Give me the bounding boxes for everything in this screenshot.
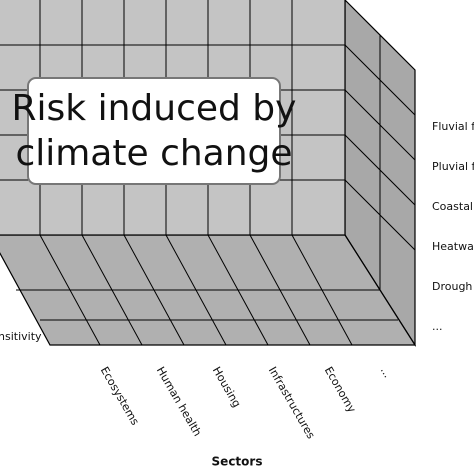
grid-line (344, 234, 416, 346)
title-line: climate change (15, 133, 292, 174)
hazard-label: Drough (432, 280, 472, 293)
axis-label: Sectors (212, 455, 263, 469)
sector-label: Ecosystems (98, 365, 142, 428)
sector-label: Human health (154, 365, 204, 439)
hazard-label: Pluvial f (432, 160, 474, 173)
hazard-label: Coastal (432, 200, 473, 213)
sector-labels: Ecosystems Human health Housing Infrastruct… (98, 365, 395, 442)
hazard-label: Heatwav (432, 240, 474, 253)
hazard-label: Fluvial f (432, 120, 474, 133)
grid-line (344, 179, 416, 251)
hazard-label: ... (432, 320, 443, 333)
grid-line (344, 89, 416, 161)
sector-label: Economy (322, 365, 359, 416)
title-line: Risk induced by (12, 88, 297, 129)
sector-label: ... (378, 365, 395, 381)
title-box (27, 77, 281, 185)
sector-label: Infrastructures (266, 365, 318, 442)
grid-line (344, 44, 416, 116)
axis-label: nsitivity (0, 330, 42, 343)
hazard-labels: Fluvial f Pluvial f Coastal Heatwav Drough..… (432, 120, 474, 333)
sector-label: Housing (210, 365, 244, 410)
grid-line (344, 134, 416, 206)
